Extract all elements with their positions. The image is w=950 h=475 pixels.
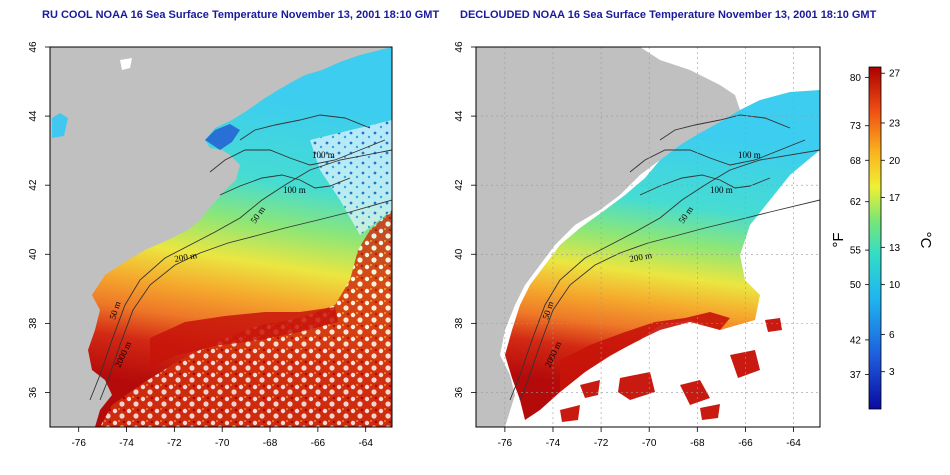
right-lat-tick-label: 44 <box>454 110 465 122</box>
left-lat-tick-label: 38 <box>28 317 39 329</box>
left-contour-label-4: 200 m <box>174 250 198 264</box>
left-contour-label-2: 100 m <box>283 185 306 195</box>
right-lat-tick-label: 36 <box>454 386 465 398</box>
left-coastal-lake <box>52 113 68 138</box>
fahrenheit-tick-label: 80 <box>850 73 862 84</box>
celsius-tick-label: 27 <box>889 69 901 80</box>
colorbar: 27 23 20 17 13 10 6 3 80 73 68 62 55 50 42 37 °F °C <box>830 66 934 410</box>
left-map-frame <box>49 46 393 428</box>
fahrenheit-tick-label: 42 <box>850 335 862 346</box>
right-map-title: DECLOUDED NOAA 16 Sea Surface Temperatur… <box>460 9 877 21</box>
right-lon-tick-label: -74 <box>546 438 561 449</box>
colorbar-ticks: 27 23 20 17 13 10 6 3 80 73 68 62 55 50 42 37 <box>850 69 901 381</box>
left-map: 100 m 100 m 50 m 200 m 50 m 2000 m -76 -7… <box>28 41 393 449</box>
left-lat-tick-label: 40 <box>28 248 39 260</box>
right-lon-tick-label: -76 <box>498 438 513 449</box>
fahrenheit-tick-label: 62 <box>850 197 862 208</box>
fahrenheit-tick-label: 68 <box>850 156 862 167</box>
left-lon-tick-label: -64 <box>358 438 373 449</box>
right-lat-tick-label: 40 <box>454 248 465 260</box>
left-lon-tick-label: -70 <box>215 438 230 449</box>
left-gulfstream-band <box>150 307 338 368</box>
left-lon-tick-label: -72 <box>167 438 182 449</box>
right-lon-tick-label: -70 <box>642 438 657 449</box>
celsius-tick-label: 13 <box>889 243 901 254</box>
celsius-tick-label: 10 <box>889 280 901 291</box>
right-lon-tick-label: -66 <box>738 438 753 449</box>
left-map-title: RU COOL NOAA 16 Sea Surface Temperature … <box>42 9 440 21</box>
left-lat-tick-label: 36 <box>28 386 39 398</box>
right-warm-eddies <box>560 318 782 422</box>
celsius-tick-label: 23 <box>889 118 901 129</box>
right-contour-label-1: 100 m <box>738 150 761 160</box>
left-lon-tick-label: -74 <box>119 438 134 449</box>
right-map: 100 m 100 m 50 m 200 m 50 m 2000 m -76 -7… <box>454 41 821 449</box>
left-cloud-region <box>100 210 392 427</box>
left-bathymetry-contours <box>89 114 392 401</box>
left-lon-tick-label: -76 <box>71 438 86 449</box>
celsius-tick-label: 6 <box>889 330 895 341</box>
right-land-area <box>476 47 740 427</box>
left-lon-tick-label: -68 <box>263 438 278 449</box>
right-sst-field <box>505 90 820 420</box>
right-contour-label-2: 100 m <box>710 185 733 195</box>
left-lat-tick-label: 42 <box>28 179 39 191</box>
celsius-tick-label: 3 <box>889 367 895 378</box>
fahrenheit-tick-label: 55 <box>850 246 862 257</box>
fahrenheit-tick-label: 73 <box>850 121 862 132</box>
right-lon-tick-label: -64 <box>786 438 801 449</box>
left-lat-tick-label: 44 <box>28 110 39 122</box>
celsius-unit-label: °C <box>917 232 934 249</box>
right-map-frame <box>475 46 821 428</box>
right-lon-tick-label: -72 <box>594 438 609 449</box>
right-lat-tick-label: 38 <box>454 317 465 329</box>
right-map-axes: -76 -74 -72 -70 -68 -66 -64 46 44 42 40 38 36 <box>454 41 801 449</box>
colorbar-gradient <box>868 66 882 410</box>
celsius-tick-label: 17 <box>889 193 901 204</box>
fahrenheit-tick-label: 50 <box>850 280 862 291</box>
left-lake <box>120 58 132 70</box>
right-lat-tick-label: 42 <box>454 179 465 191</box>
celsius-tick-label: 20 <box>889 156 901 167</box>
left-contour-label-1: 100 m <box>312 150 335 160</box>
right-lon-tick-label: -68 <box>690 438 705 449</box>
left-coastal-cold-lobe <box>205 124 240 150</box>
right-lat-tick-label: 46 <box>454 41 465 53</box>
left-map-axes: -76 -74 -72 -70 -68 -66 -64 46 44 42 40 38 36 <box>28 41 373 449</box>
right-bathymetry-contours <box>509 114 820 401</box>
fahrenheit-unit-label: °F <box>830 232 847 247</box>
left-lat-tick-label: 46 <box>28 41 39 53</box>
right-contour-label-4: 200 m <box>629 250 653 264</box>
right-lat-lon-grid <box>476 47 820 427</box>
left-lon-tick-label: -66 <box>311 438 326 449</box>
fahrenheit-tick-label: 37 <box>850 370 862 381</box>
right-gulfstream-edge <box>560 312 730 392</box>
